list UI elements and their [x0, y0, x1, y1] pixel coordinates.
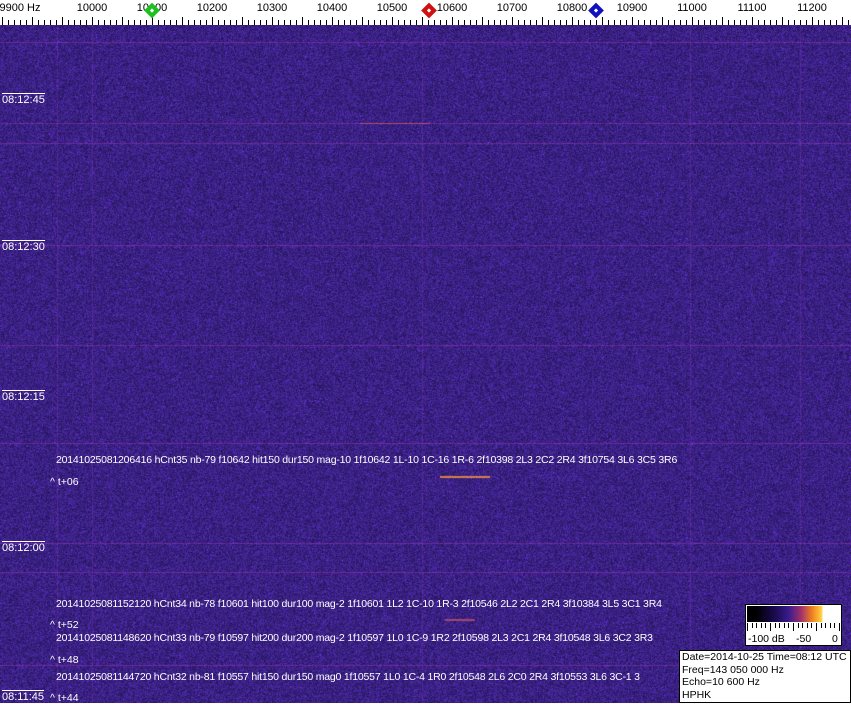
frequency-label: 10200 [197, 2, 228, 14]
color-scale-ticks [747, 623, 840, 631]
frequency-tick [542, 17, 543, 25]
frequency-tick [182, 17, 183, 25]
frequency-tick [92, 17, 93, 25]
color-gradient [747, 606, 840, 622]
time-label: 08:11:45 [2, 690, 44, 703]
meteor-event-text: 20141025081144720 hCnt32 nb-81 f10557 hi… [56, 671, 678, 683]
scale-tick [775, 623, 776, 628]
frequency-tick [572, 17, 573, 25]
event-time-offset: ^ t+06 [50, 476, 79, 488]
frequency-tick [302, 17, 303, 25]
frequency-tick [272, 17, 273, 25]
frequency-tick [842, 17, 843, 25]
frequency-axis: 9900 Hz100001010010200103001040010500106… [0, 0, 851, 25]
frequency-tick [122, 17, 123, 25]
frequency-marker[interactable] [421, 3, 437, 19]
meteor-event-text: 20141025081148620 hCnt33 nb-79 f10597 hi… [56, 632, 653, 644]
frequency-tick [2, 17, 3, 25]
scale-tick [825, 623, 826, 628]
frequency-label: 10500 [377, 2, 408, 14]
scale-tick [788, 623, 789, 628]
meteor-event-text: 20141025081152120 hCnt34 nb-78 f10601 hi… [56, 598, 662, 610]
frequency-tick [632, 17, 633, 25]
event-time-offset: ^ t+52 [50, 619, 79, 631]
event-time-offset: ^ t+44 [50, 692, 79, 704]
scale-tick [747, 623, 748, 631]
frequency-tick [332, 17, 333, 25]
frequency-label: 11000 [677, 2, 707, 14]
frequency-tick [362, 17, 363, 25]
time-label: 08:12:30 [2, 240, 45, 253]
time-label: 08:12:45 [2, 93, 45, 106]
info-frequency: Freq=143 050 000 Hz [682, 664, 850, 677]
color-scale: -100 dB -50 0 [745, 604, 842, 646]
info-echo: Echo=10 600 Hz [682, 676, 850, 689]
frequency-label: 11200 [797, 2, 827, 14]
frequency-label: 10800 [557, 2, 588, 14]
info-date-time: Date=2014-10-25 Time=08:12 UTC [682, 651, 850, 664]
frequency-label: 10300 [257, 2, 288, 14]
frequency-label: 10600 [437, 2, 468, 14]
frequency-tick [752, 17, 753, 25]
frequency-label: 10700 [497, 2, 528, 14]
scale-tick [765, 623, 766, 628]
frequency-label: 9900 Hz [0, 2, 40, 14]
frequency-tick [452, 17, 453, 25]
scale-tick [839, 623, 840, 631]
scale-tick [816, 623, 817, 631]
scale-label-mid: -50 [796, 633, 811, 645]
scale-tick [807, 623, 808, 628]
frequency-label: 10400 [317, 2, 348, 14]
frequency-tick [212, 17, 213, 25]
frequency-tick [812, 17, 813, 25]
scale-label-min: -100 dB [748, 633, 785, 645]
frequency-label: 11100 [738, 2, 767, 14]
scale-tick [756, 623, 757, 628]
meteor-event-text: 20141025081206416 hCnt35 nb-79 f10642 hi… [56, 454, 677, 466]
frequency-tick [602, 17, 603, 25]
info-box: Date=2014-10-25 Time=08:12 UTC Freq=143 … [679, 650, 851, 703]
frequency-tick [662, 17, 663, 25]
scale-tick [802, 623, 803, 628]
frequency-tick [62, 17, 63, 25]
frequency-tick [32, 17, 33, 25]
frequency-tick [512, 17, 513, 25]
scale-tick [821, 623, 822, 628]
frequency-marker[interactable] [588, 3, 604, 19]
frequency-tick [482, 17, 483, 25]
time-label: 08:12:15 [2, 390, 45, 403]
frequency-tick [722, 17, 723, 25]
time-label: 08:12:00 [2, 541, 45, 554]
scale-tick [761, 623, 762, 628]
frequency-tick [392, 17, 393, 25]
scale-tick [834, 623, 835, 628]
scale-tick [770, 623, 771, 631]
frequency-tick [692, 17, 693, 25]
scale-label-max: 0 [832, 633, 838, 645]
event-time-offset: ^ t+48 [50, 654, 79, 666]
frequency-tick [782, 17, 783, 25]
frequency-tick [152, 17, 153, 25]
scale-tick [811, 623, 812, 628]
info-station: HPHK [682, 689, 850, 702]
scale-tick [779, 623, 780, 628]
frequency-label: 10900 [617, 2, 648, 14]
scale-tick [830, 623, 831, 628]
frequency-tick [422, 17, 423, 25]
scale-tick [793, 623, 794, 631]
scale-tick [752, 623, 753, 628]
frequency-label: 10000 [77, 2, 108, 14]
frequency-tick [242, 17, 243, 25]
scale-tick [798, 623, 799, 628]
scale-tick [784, 623, 785, 628]
